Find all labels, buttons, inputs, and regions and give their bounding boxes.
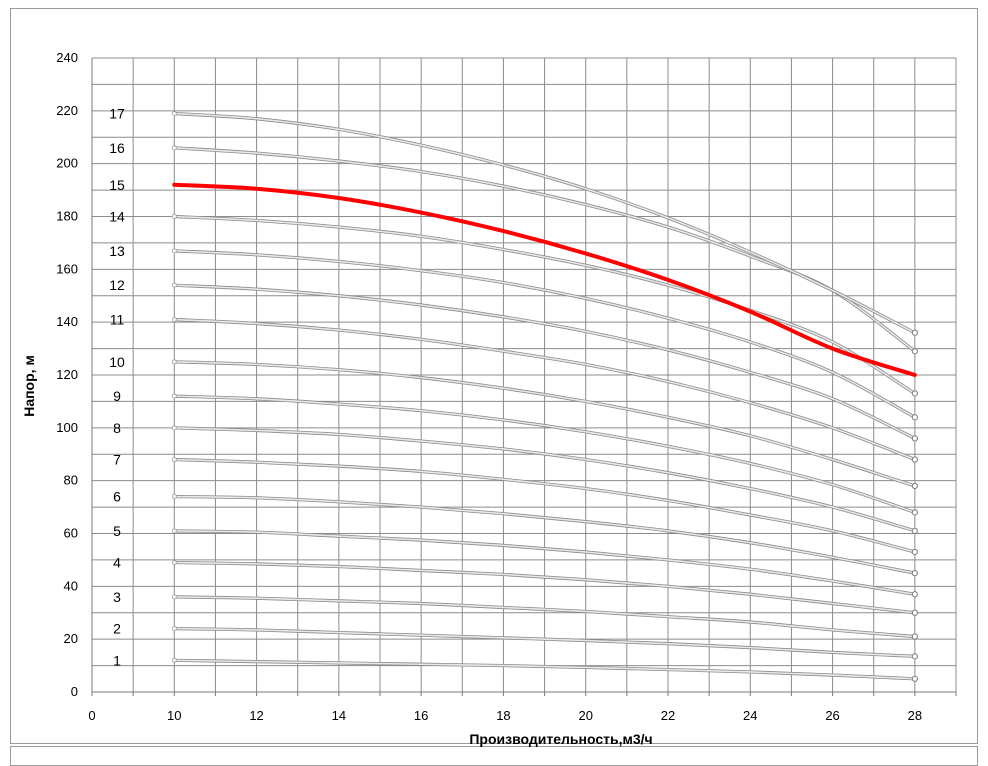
- series-4-line: [173, 561, 916, 614]
- x-tick-label: 14: [332, 708, 346, 723]
- curve-label-14: 14: [109, 209, 125, 225]
- series-12-end-marker: [911, 435, 918, 442]
- y-tick-label: 20: [64, 631, 78, 646]
- x-tick-label: 18: [496, 708, 510, 723]
- series-8-end-marker: [911, 527, 918, 534]
- series-2-line: [173, 627, 916, 658]
- y-tick-label: 140: [56, 314, 78, 329]
- series-1-end-marker: [911, 675, 918, 682]
- series-3-line: [173, 596, 916, 638]
- series-15-line: [172, 182, 917, 377]
- x-tick-label: 28: [908, 708, 922, 723]
- y-tick-label: 240: [56, 50, 78, 65]
- series-10-line: [173, 360, 916, 487]
- series-12-start-marker: [171, 282, 177, 288]
- x-tick-label: 12: [249, 708, 263, 723]
- series-2-start-marker: [171, 626, 177, 631]
- series-8-start-marker: [171, 425, 177, 431]
- y-tick-label: 40: [64, 578, 78, 593]
- series-7-end-marker: [911, 548, 918, 556]
- curve-label-1: 1: [113, 652, 121, 668]
- x-tick-label: 22: [661, 708, 675, 723]
- series-6-end-marker: [911, 570, 918, 577]
- series-5-line: [173, 530, 916, 596]
- series-13-start-marker: [171, 248, 177, 254]
- series-7-line: [173, 458, 916, 553]
- curve-label-9: 9: [113, 388, 121, 404]
- series-2-end-marker: [911, 653, 918, 660]
- y-axis-title: Напор, м: [21, 355, 37, 417]
- y-tick-label: 60: [64, 526, 78, 541]
- curve-label-4: 4: [113, 555, 121, 571]
- series-6-start-marker: [171, 494, 177, 499]
- curve-label-13: 13: [109, 243, 125, 259]
- series-8-line: [173, 427, 916, 532]
- series-11-end-marker: [911, 456, 918, 463]
- series-13-end-marker: [911, 414, 918, 421]
- series-11-line: [173, 318, 916, 461]
- y-tick-label: 80: [64, 473, 78, 488]
- curve-label-11: 11: [110, 312, 125, 328]
- series-4-start-marker: [171, 560, 177, 565]
- series-3-end-marker: [911, 633, 918, 640]
- x-tick-label: 16: [414, 708, 428, 723]
- y-tick-label: 180: [56, 209, 78, 224]
- curve-label-7: 7: [113, 452, 121, 468]
- series-4-end-marker: [911, 609, 918, 616]
- curve-label-2: 2: [113, 621, 121, 637]
- series-12-line: [173, 284, 916, 440]
- series-9-end-marker: [911, 509, 918, 516]
- series-5-start-marker: [171, 528, 177, 534]
- curve-label-8: 8: [113, 420, 121, 436]
- curve-label-10: 10: [109, 354, 125, 370]
- y-tick-label: 120: [56, 367, 78, 382]
- series-7-start-marker: [171, 457, 177, 462]
- x-tick-label: 20: [578, 708, 592, 723]
- curve-label-12: 12: [109, 277, 125, 293]
- grid: [91, 57, 957, 696]
- x-axis-title: Производительность,м3/ч: [469, 731, 652, 747]
- x-tick-label: 10: [167, 708, 181, 723]
- series-14-line: [173, 215, 916, 395]
- y-tick-label: 0: [71, 684, 78, 699]
- curve-label-16: 16: [109, 140, 125, 156]
- series-5-end-marker: [911, 591, 918, 598]
- curve-label-3: 3: [113, 589, 121, 605]
- series-9-start-marker: [171, 393, 177, 399]
- curve-label-5: 5: [113, 523, 121, 539]
- series-10-end-marker: [911, 482, 918, 490]
- curve-label-15: 15: [109, 177, 125, 193]
- curve-label-6: 6: [113, 489, 121, 505]
- curve-label-17: 17: [109, 105, 125, 121]
- x-tick-label: 24: [743, 708, 757, 723]
- series-14-end-marker: [911, 390, 918, 397]
- series-3-start-marker: [171, 594, 177, 600]
- series-1-start-marker: [171, 657, 177, 663]
- series-9-line: [173, 395, 916, 514]
- series-11-start-marker: [171, 317, 177, 322]
- y-tick-label: 220: [56, 103, 78, 118]
- y-tick-label: 200: [56, 156, 78, 171]
- series-6-line: [173, 495, 916, 574]
- x-tick-label: 26: [825, 708, 839, 723]
- series-group: [171, 111, 918, 682]
- series-14-start-marker: [171, 214, 177, 219]
- series-17-line: [173, 112, 916, 334]
- series-13-line: [173, 250, 916, 419]
- y-tick-label: 160: [56, 261, 78, 276]
- series-1-line: [173, 659, 916, 680]
- x-tick-label: 0: [88, 708, 95, 723]
- series-17-end-marker: [911, 329, 918, 336]
- y-tick-label: 100: [56, 420, 78, 435]
- series-16-start-marker: [171, 145, 177, 151]
- series-10-start-marker: [171, 359, 177, 365]
- series-16-end-marker: [911, 348, 918, 355]
- series-17-start-marker: [171, 111, 177, 116]
